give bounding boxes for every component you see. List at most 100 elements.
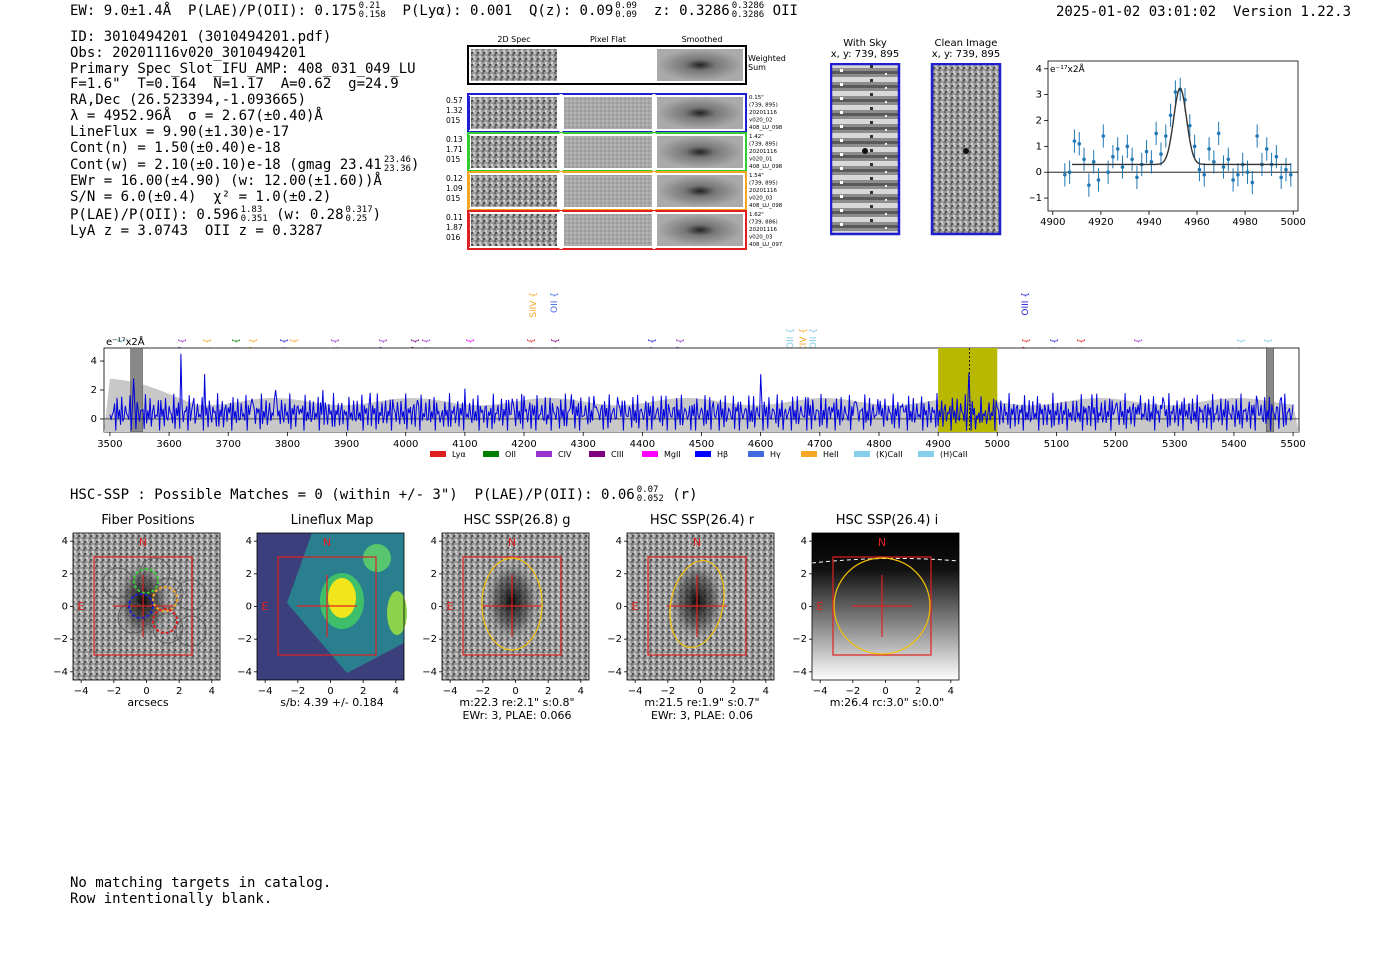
hsc-panel-caption: s/b: 4.39 +/- 0.184 — [280, 696, 384, 709]
cutout-left-value: 015 — [446, 116, 461, 125]
plae-value: P(LAE)/P(OII): 0.175 — [188, 3, 357, 19]
legend-swatch — [430, 451, 446, 457]
linefit-point — [1221, 165, 1226, 169]
weighted-smoothed — [657, 49, 743, 81]
xtick-label: 2 — [730, 686, 736, 695]
cutout-right-value: 20201116 — [749, 227, 777, 233]
ytick-label: −4 — [607, 667, 622, 678]
linefit-xtick-label: 4920 — [1088, 217, 1113, 228]
legend-swatch — [695, 451, 711, 457]
cutout-pixelflat — [564, 97, 652, 129]
with-sky-label: With Sky — [843, 38, 887, 49]
cutout-left-value: 0.12 — [446, 174, 463, 183]
cutout-left-value: 0.57 — [446, 96, 463, 105]
cutout-left-value: 015 — [446, 155, 461, 164]
cutout-right-value: (739, 895) — [749, 181, 778, 187]
cutout-right-value: 1.62" — [749, 212, 764, 218]
compass-east: E — [78, 600, 85, 613]
fiber-circle — [102, 567, 134, 599]
cutout-right-value: 0.15" — [749, 95, 764, 101]
linefit-ytick-label: −1 — [1030, 193, 1042, 204]
compass-north: N — [508, 536, 516, 549]
datetime: 2025-01-02 03:01:02 — [1056, 4, 1217, 20]
info-id: ID: 3010494201 (3010494201.pdf) — [70, 29, 332, 45]
compass-east: E — [262, 600, 269, 613]
linefit-point — [1274, 154, 1279, 159]
clean-label: Clean Image — [934, 38, 998, 49]
info-radec: RA,Dec (26.523394,-1.093665) — [70, 92, 307, 109]
legend-swatch — [589, 451, 605, 457]
hsc-hi: 0.07 — [636, 485, 659, 495]
compass-north: N — [323, 536, 331, 549]
linefit-model-curve — [1072, 87, 1291, 166]
ytick-label: 2 — [431, 569, 437, 580]
ytick-label: −2 — [792, 634, 807, 645]
legend-label: (K)CaII — [876, 450, 903, 459]
spectrum-xtick-label: 4400 — [630, 439, 655, 450]
spectrum-ytick-label: 0 — [91, 414, 97, 425]
legend-swatch — [854, 451, 870, 457]
clean-source — [963, 148, 969, 154]
linefit-ytick-label: 3 — [1036, 90, 1042, 101]
spectrum-xtick-label: 3900 — [334, 439, 359, 450]
linefit-point — [1111, 154, 1115, 159]
cutout-smoothed — [657, 97, 743, 129]
z-line: OII — [772, 3, 798, 19]
linefit-point — [1168, 113, 1173, 118]
emission-line-label: OIII { — [1021, 292, 1031, 316]
cutout-left-value: 1.87 — [446, 223, 463, 232]
linefit-point — [1159, 152, 1163, 156]
cutout-right-value: 408_LU_097 — [749, 242, 783, 248]
cutout-right-value: 20201116 — [749, 149, 777, 155]
xtick-label: 0 — [512, 686, 518, 695]
cutout-pixelflat — [564, 175, 652, 207]
ytick-label: −4 — [237, 667, 252, 678]
contw-tail: ) — [410, 157, 420, 174]
linefit-point — [1115, 147, 1120, 151]
spectrum-xtick-label: 3600 — [156, 439, 181, 450]
xtick-label: −2 — [290, 686, 305, 695]
spectrum-xtick-label: 3500 — [97, 439, 122, 450]
emission-line-label: OII { — [809, 328, 819, 349]
qz-value: Q(z): 0.09 — [528, 3, 614, 19]
linefit-xtick-label: 4960 — [1184, 217, 1209, 228]
ew-value: EW: 9.0±1.4Å — [70, 3, 172, 19]
lineflux-peak — [328, 578, 356, 618]
spectrum-masked-region — [1266, 347, 1274, 433]
aperture-box — [647, 556, 747, 656]
info-primary: Primary Spec_Slot_IFU_AMP: 408_031_049_L… — [70, 60, 416, 77]
ytick-label: 0 — [431, 602, 437, 613]
spectrum-flux-line — [109, 353, 1294, 431]
linefit-point — [1212, 160, 1216, 164]
contw-text: Cont(w) = 2.10(±0.10)e-18 (gmag 23.41 — [70, 157, 382, 174]
linefit-xtick-label: 4940 — [1136, 217, 1161, 228]
cutout-right-value: (739, 886) — [749, 220, 778, 226]
spectrum-xtick-label: 5000 — [985, 439, 1010, 450]
cutout-right-value: v020_02 — [749, 118, 773, 124]
ytick-label: −2 — [237, 634, 252, 645]
spectrum-xtick-label: 5100 — [1044, 439, 1069, 450]
linefit-point — [1207, 147, 1211, 151]
datetime-version: 2025-01-02 03:01:02 Version 1.22.3 — [1056, 4, 1351, 20]
legend-swatch — [483, 451, 499, 457]
linefit-xtick-label: 4980 — [1232, 217, 1257, 228]
linefit-point — [1192, 144, 1197, 149]
linefit-point — [1264, 147, 1269, 151]
spectrum-xtick-label: 5200 — [1103, 439, 1128, 450]
info-lineflux: LineFlux = 9.90(±1.30)e-17 — [70, 123, 290, 140]
spectrum-xtick-label: 3800 — [275, 439, 300, 450]
spectrum-ytick-label: 4 — [91, 356, 97, 367]
hsc-panel-image: N E −4 −2 0 2 4 4 2 0 −2 −4 — [237, 532, 407, 695]
cutout-right-value: 20201116 — [749, 110, 777, 116]
fiber-circle — [152, 577, 184, 609]
cutout-2dspec — [471, 214, 557, 246]
cutout-smoothed — [657, 214, 743, 246]
info-sn: S/N = 6.0(±0.4) χ² = 1.0(±0.2) — [70, 189, 332, 206]
linefit-ytick-label: 0 — [1036, 167, 1042, 178]
hsc-panel-caption2: EWr: 3, PLAE: 0.066 — [462, 709, 572, 722]
qz-lo: 0.09 — [615, 10, 637, 20]
cutout-left-value: 0.13 — [446, 135, 463, 144]
emission-line-label: OII { — [786, 328, 796, 349]
aperture-box — [832, 556, 932, 656]
info-lya: LyA z = 3.0743 OII z = 0.3287 — [70, 222, 323, 239]
